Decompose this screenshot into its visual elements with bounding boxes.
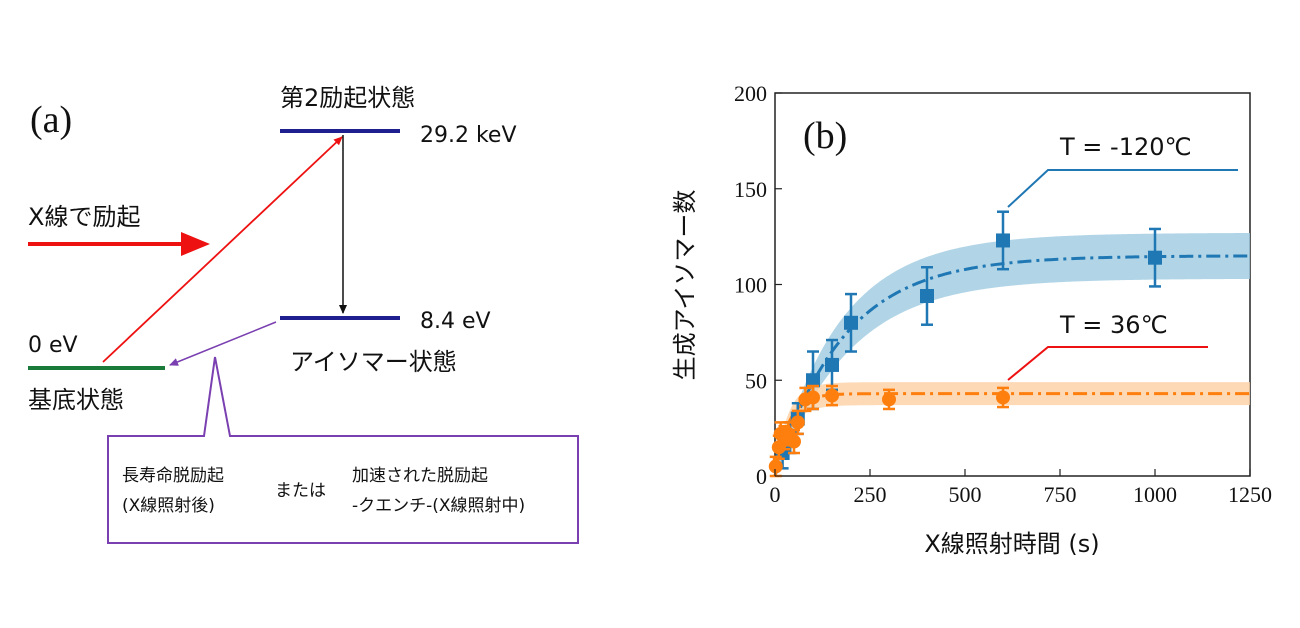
y-tick-label: 200 (734, 81, 767, 106)
data-point (844, 292, 858, 353)
x-tick-label: 1250 (1228, 482, 1272, 507)
callout-box (107, 356, 579, 544)
x-tick-label: 1000 (1133, 482, 1177, 507)
isomer-label: アイソマー状態 (290, 348, 457, 376)
marker-square (806, 373, 820, 388)
x-tick-label: 0 (770, 482, 781, 507)
xray-excitation-label: X線で励起 (28, 203, 140, 231)
callout-left-line1: 長寿命脱励起 (122, 466, 224, 486)
x-axis-label: X線照射時間 (s) (924, 530, 1099, 558)
callout-right-line1: 加速された脱励起 (352, 466, 488, 486)
x-tick-label: 750 (1044, 482, 1077, 507)
marker-square (996, 233, 1010, 248)
y-tick-label: 50 (745, 368, 767, 393)
data-point (882, 388, 896, 411)
data-point (806, 384, 820, 411)
data-point (996, 210, 1010, 271)
panel-b-label: (b) (803, 115, 847, 157)
ground-energy: 0 eV (28, 333, 78, 358)
data-points (768, 210, 1162, 478)
data-point (790, 409, 805, 436)
y-axis-ticks: 0 50 100 150 200 (734, 81, 782, 489)
panel-a-label: (a) (30, 99, 72, 141)
marker-circle (768, 459, 783, 474)
panel-a: (a) 第2励起状態 29.2 keV 8.4 eV アイソマー状態 0 eV … (28, 84, 579, 544)
marker-square (1148, 250, 1162, 265)
marker-square (844, 315, 858, 330)
x-tick-label: 250 (854, 482, 887, 507)
marker-circle (806, 390, 820, 405)
panel-b: 0 250 500 750 1000 1250 0 50 100 150 200 (b) X線照射… (671, 81, 1272, 558)
fit-curve-1 (773, 392, 1250, 477)
ground-label: 基底状態 (28, 386, 124, 414)
y-axis-label: 生成アイソマー数 (671, 190, 699, 381)
xray-arrow-head (181, 232, 210, 256)
data-point (920, 266, 934, 326)
marker-circle (787, 434, 801, 449)
data-point (825, 384, 839, 407)
y-tick-label: 100 (734, 273, 767, 298)
second-excited-energy: 29.2 keV (420, 123, 517, 148)
marker-square (825, 357, 839, 372)
y-tick-label: 0 (756, 464, 767, 489)
deexcitation-arrow (169, 321, 277, 366)
marker-square (920, 288, 934, 303)
marker-circle (790, 415, 805, 430)
data-point (1148, 227, 1162, 288)
callout-middle: または (275, 481, 326, 501)
data-point (996, 386, 1010, 409)
legend-leader-cold (1007, 169, 1238, 208)
data-point (787, 428, 801, 455)
fit-band-1 (775, 382, 1250, 476)
callout-left-line2: (X線照射後) (122, 496, 215, 516)
marker-circle (882, 392, 896, 407)
marker-circle (825, 388, 839, 403)
legend-label-cold: T = -120℃ (1059, 133, 1191, 161)
legend-leader-warm (1007, 346, 1208, 381)
data-point (825, 338, 839, 392)
y-tick-label: 150 (734, 177, 767, 202)
isomer-energy: 8.4 eV (420, 309, 491, 334)
marker-circle (996, 390, 1010, 405)
second-excited-label: 第2励起状態 (280, 84, 415, 112)
callout-right-line2: -クエンチ-(X線照射中) (352, 496, 525, 516)
x-tick-label: 500 (949, 482, 982, 507)
excitation-arrow (102, 136, 343, 363)
x-axis-ticks: 0 250 500 750 1000 1250 (770, 469, 1272, 507)
legend-label-warm: T = 36℃ (1059, 311, 1168, 339)
